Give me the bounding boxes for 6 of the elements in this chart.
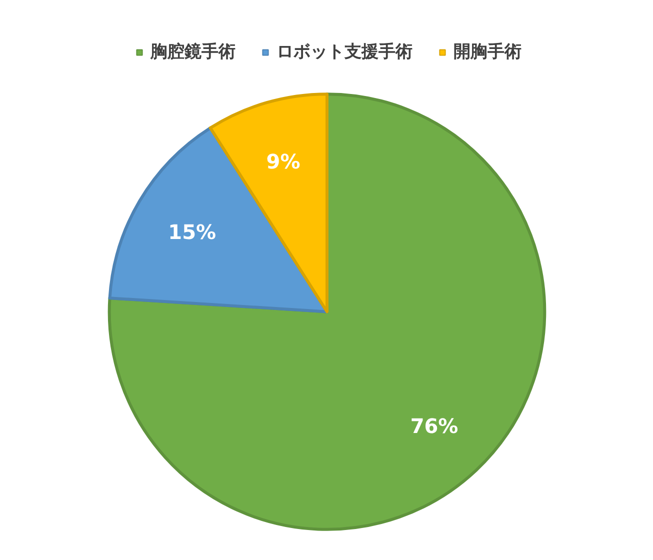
legend-label: 胸腔鏡手術: [150, 41, 236, 63]
data-label: 15%: [168, 220, 216, 244]
legend-label: ロボット支援手術: [276, 41, 412, 63]
data-label: 9%: [266, 149, 300, 174]
data-label: 76%: [410, 414, 458, 438]
legend-label: 開胸手術: [454, 41, 522, 63]
